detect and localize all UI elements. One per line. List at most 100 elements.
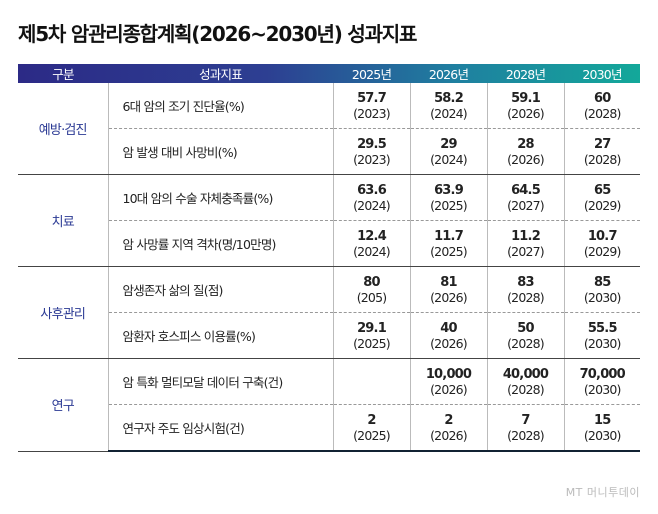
target-value-cell: 85 (2030) (563, 266, 640, 313)
column-header: 2030년 (582, 67, 622, 82)
target-value-cell: 60 (2028) (563, 83, 640, 129)
target-value-cell: 11.2 (2027) (486, 220, 564, 267)
indicator-name: 10대 암의 수술 자체충족률(%) (107, 174, 333, 221)
target-value: 11.2 (511, 228, 541, 244)
target-year: (2028) (583, 105, 622, 121)
indicator-name: 연구자 주도 임상시험(건) (107, 404, 333, 452)
column-header: 구분 (52, 67, 74, 82)
table-header: 구분 성과지표 2025년 2026년 2028년 2030년 (18, 64, 640, 83)
table-row: 연구자 주도 임상시험(건) 2 (2025) 2 (2026) 7 (2028) 15 (20… (18, 404, 640, 452)
target-value-cell: 58.2 (2024) (409, 83, 487, 129)
target-year: (2028) (583, 151, 622, 167)
target-year: (2030) (583, 289, 622, 305)
target-value: 2 (444, 412, 453, 428)
target-value-cell: 29.1 (2025) (332, 312, 410, 359)
target-value: 28 (517, 136, 534, 152)
target-value: 40,000 (502, 366, 549, 382)
target-value-cell: 81 (2026) (409, 266, 487, 313)
target-value-cell: 12.4 (2024) (332, 220, 410, 267)
column-header: 성과지표 (199, 67, 243, 82)
target-value: 70,000 (579, 366, 626, 382)
target-value: 15 (594, 412, 611, 428)
target-value: 50 (517, 320, 534, 336)
target-value-cell: 70,000 (2030) (563, 358, 640, 405)
group-label: 사후관리 (18, 266, 108, 359)
target-value: 40 (440, 320, 457, 336)
target-value: 59.1 (511, 90, 541, 106)
target-value-cell: 29.5 (2023) (332, 128, 410, 175)
table-row: 예방·검진 6대 암의 조기 진단율(%) 57.7 (2023) 58.2 (2024)… (18, 83, 640, 175)
target-value-cell: 2 (2025) (332, 404, 410, 452)
indicator-name: 6대 암의 조기 진단율(%) (107, 83, 333, 129)
target-value: 58.2 (434, 90, 464, 106)
target-value-cell: 64.5 (2027) (486, 174, 564, 221)
target-year: (2024) (353, 197, 391, 213)
target-value-cell: 80 (205) (332, 266, 410, 313)
target-year: (205) (356, 289, 387, 305)
target-value-cell: 15 (2030) (563, 404, 640, 452)
indicator-name: 암 사망률 지역 격차(명/10만명) (107, 220, 333, 267)
target-year: (2027) (507, 197, 545, 213)
indicator-name: 암 발생 대비 사망비(%) (107, 128, 333, 175)
target-value: 63.9 (434, 182, 464, 198)
performance-table: 구분 성과지표 2025년 2026년 2028년 2030년 예방·검진 6대 암의 조기… (18, 64, 640, 452)
target-year: (2025) (430, 243, 468, 259)
column-header: 2026년 (428, 67, 469, 82)
target-value-cell: 11.7 (2025) (409, 220, 487, 267)
table-row: 암 발생 대비 사망비(%) 29.5 (2023) 29 (2024) 28 (2026)… (18, 128, 640, 175)
group-label: 연구 (18, 358, 108, 452)
target-year: (2030) (583, 381, 622, 397)
target-year: (2030) (583, 335, 622, 351)
target-value-cell: 40 (2026) (409, 312, 487, 359)
target-value: 60 (594, 90, 611, 106)
target-value: 10,000 (425, 366, 472, 382)
target-value: 27 (594, 136, 611, 152)
indicator-name: 암 특화 멀티모달 데이터 구축(건) (107, 358, 333, 405)
target-value: 64.5 (511, 182, 541, 198)
target-year: (2028) (507, 381, 545, 397)
target-value-cell: 28 (2026) (486, 128, 564, 175)
target-value: 29.1 (357, 320, 387, 336)
target-year: (2026) (507, 151, 545, 167)
column-header: 2028년 (505, 67, 546, 82)
money-today-logo: MT 머니투데이 (565, 486, 640, 499)
column-header: 2025년 (351, 67, 392, 82)
target-value: 29 (440, 136, 457, 152)
target-value: 2 (367, 412, 376, 428)
target-value-cell: 65 (2029) (563, 174, 640, 221)
target-year: (2026) (507, 105, 545, 121)
target-value: 12.4 (357, 228, 387, 244)
target-value: 65 (594, 182, 611, 198)
group-label: 치료 (18, 174, 108, 267)
target-year: (2024) (430, 105, 468, 121)
table-row: 암 사망률 지역 격차(명/10만명) 12.4 (2024) 11.7 (2025) 1… (18, 220, 640, 267)
target-year: (2026) (430, 335, 468, 351)
target-year: (2023) (353, 151, 391, 167)
target-value-cell: 83 (2028) (486, 266, 564, 313)
page-title: 제5차 암관리종합계획(2026~2030년) 성과지표 (18, 22, 417, 46)
target-year: (2028) (507, 427, 545, 443)
target-year: (2024) (430, 151, 468, 167)
target-value-cell: 63.9 (2025) (409, 174, 487, 221)
indicator-name: 암환자 호스피스 이용률(%) (107, 312, 333, 359)
indicator-name: 암생존자 삶의 질(점) (107, 266, 333, 313)
target-value-cell: 55.5 (2030) (563, 312, 640, 359)
target-value: 7 (521, 412, 530, 428)
group-label: 예방·검진 (18, 83, 108, 175)
target-year: (2023) (353, 105, 391, 121)
target-value-cell: 59.1 (2026) (486, 83, 564, 129)
target-year: (2029) (583, 243, 622, 259)
target-year: (2026) (430, 289, 468, 305)
target-year: (2024) (353, 243, 391, 259)
target-year: (2026) (430, 427, 468, 443)
target-year: (2025) (430, 197, 468, 213)
target-value: 81 (440, 274, 457, 290)
target-value-cell: 50 (2028) (486, 312, 564, 359)
target-value: 57.7 (357, 90, 387, 106)
target-value: 10.7 (587, 228, 618, 244)
target-value: 55.5 (587, 320, 618, 336)
target-year: (2025) (353, 335, 391, 351)
table-row: 사후관리 암생존자 삶의 질(점) 80 (205) 81 (2026) 83 (2028) 8… (18, 266, 640, 359)
target-value-cell: 29 (2024) (409, 128, 487, 175)
target-year: (2027) (507, 243, 545, 259)
